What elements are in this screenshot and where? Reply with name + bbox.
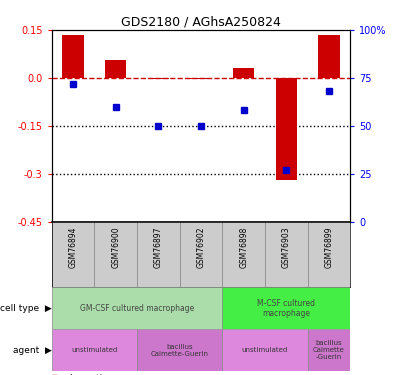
Bar	[137, 222, 179, 287]
Bar	[222, 329, 308, 371]
Text: GSM76899: GSM76899	[324, 227, 334, 268]
Text: GSM76900: GSM76900	[111, 227, 120, 268]
Text: bacillus
Calmette-Guerin: bacillus Calmette-Guerin	[151, 344, 209, 357]
Text: GM-CSF cultured macrophage: GM-CSF cultured macrophage	[80, 304, 194, 313]
Bar	[94, 222, 137, 287]
Bar	[148, 78, 169, 80]
Text: M-CSF cultured
macrophage: M-CSF cultured macrophage	[257, 299, 315, 318]
Text: GSM76894: GSM76894	[68, 227, 78, 268]
Bar	[52, 222, 94, 287]
Bar	[308, 329, 350, 371]
Text: GSM76903: GSM76903	[282, 227, 291, 268]
Bar	[222, 287, 350, 329]
Bar	[308, 222, 350, 287]
Bar	[105, 60, 127, 78]
Bar	[318, 35, 339, 78]
Text: GSM76902: GSM76902	[197, 227, 205, 268]
Text: GSM76898: GSM76898	[239, 227, 248, 268]
Text: unstimulated: unstimulated	[71, 347, 117, 353]
Text: log ratio: log ratio	[70, 374, 107, 375]
Text: agent  ▶: agent ▶	[13, 346, 52, 355]
Bar	[222, 222, 265, 287]
Bar	[233, 68, 254, 78]
Bar	[179, 222, 222, 287]
Bar	[52, 287, 222, 329]
Text: GSM76897: GSM76897	[154, 227, 163, 268]
Bar	[265, 222, 308, 287]
Text: bacillus
Calmette
-Guerin: bacillus Calmette -Guerin	[313, 340, 345, 360]
Bar	[275, 78, 297, 180]
Bar	[52, 329, 137, 371]
Title: GDS2180 / AGhsA250824: GDS2180 / AGhsA250824	[121, 16, 281, 29]
Bar	[190, 78, 212, 80]
Text: cell type  ▶: cell type ▶	[0, 304, 52, 313]
Bar	[62, 35, 84, 78]
Bar	[137, 329, 222, 371]
Text: unstimulated: unstimulated	[242, 347, 288, 353]
